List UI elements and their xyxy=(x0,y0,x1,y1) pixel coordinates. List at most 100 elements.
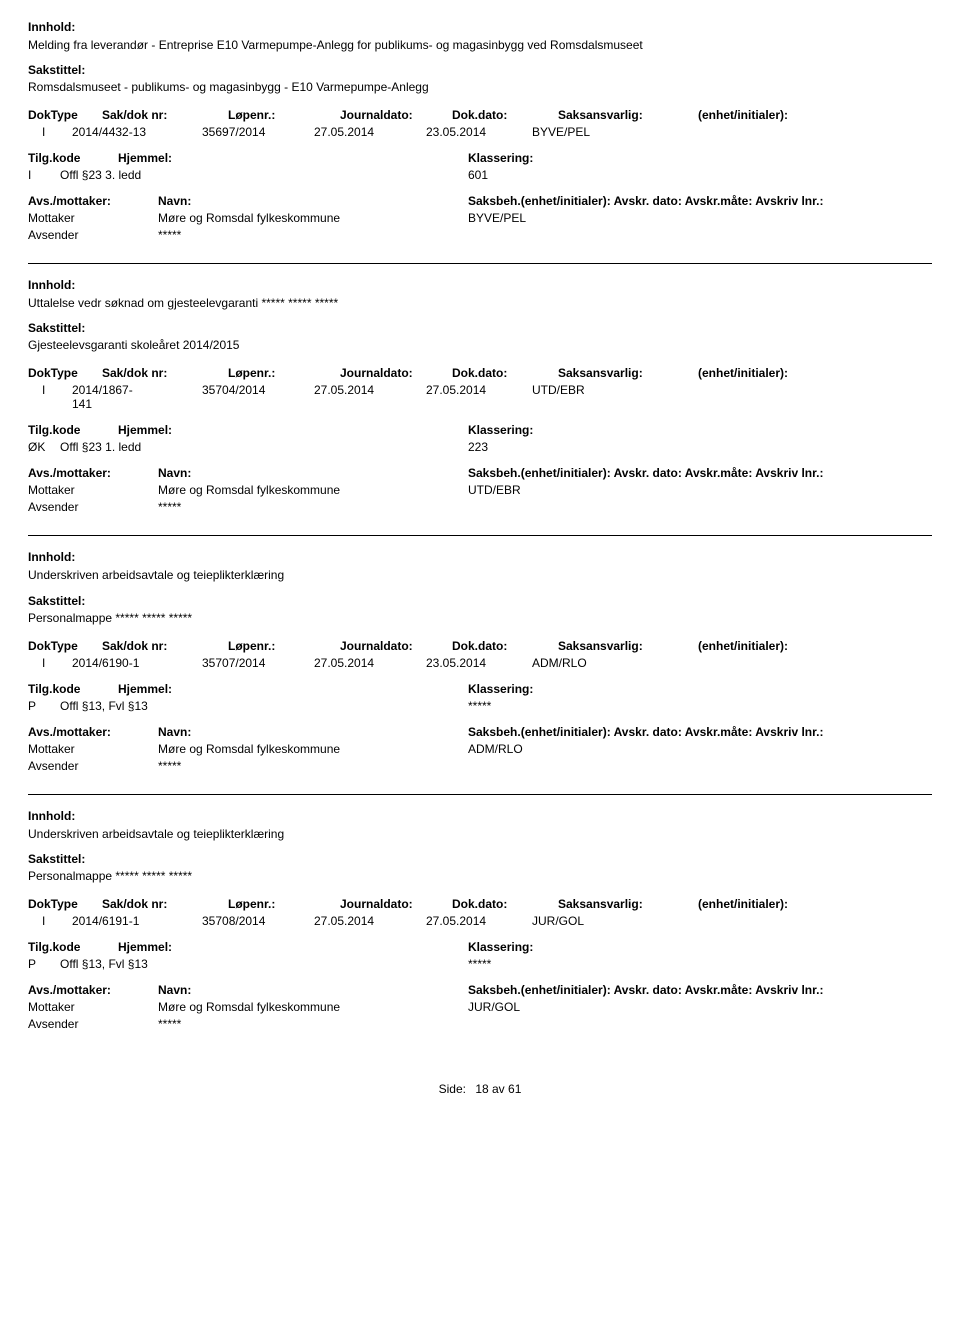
innhold-text: Underskriven arbeidsavtale og teieplikte… xyxy=(28,826,932,842)
sakstittel-text: Personalmappe ***** ***** ***** xyxy=(28,611,932,625)
sakstittel-label: Sakstittel: xyxy=(28,594,932,608)
innhold-label: Innhold: xyxy=(28,809,932,823)
saksansvarlig-label: Saksansvarlig: xyxy=(558,108,698,122)
dokdato-label: Dok.dato: xyxy=(452,366,558,380)
sakdoknr-value: 2014/6190-1 xyxy=(72,656,202,670)
hjemmel-value: Offl §23 3. ledd xyxy=(60,168,468,182)
journaldato-value: 27.05.2014 xyxy=(314,914,426,928)
saksbeh-label: Saksbeh.(enhet/initialer): Avskr. dato: … xyxy=(468,983,932,997)
doktype-label: DokType xyxy=(28,639,102,653)
saksbeh-label: Saksbeh.(enhet/initialer): Avskr. dato: … xyxy=(468,725,932,739)
tilgkode-value: P xyxy=(28,957,60,971)
saksbeh-label: Saksbeh.(enhet/initialer): Avskr. dato: … xyxy=(468,466,932,480)
journal-record: Innhold: Melding fra leverandør - Entrep… xyxy=(28,20,932,264)
navn-label: Navn: xyxy=(158,466,468,480)
sakdoknr-label: Sak/dok nr: xyxy=(102,897,228,911)
avsender-row: Avsender ***** xyxy=(28,759,932,773)
sakdoknr-value: 2014/4432-13 xyxy=(72,125,202,139)
tilgkode-value: ØK xyxy=(28,440,60,454)
sakdoknr-label: Sak/dok nr: xyxy=(102,639,228,653)
meta-value-row: I 2014/6190-1 35707/2014 27.05.2014 23.0… xyxy=(28,656,932,670)
lopenr-value: 35697/2014 xyxy=(202,125,314,139)
mottaker-row: Mottaker Møre og Romsdal fylkeskommune A… xyxy=(28,742,932,756)
dokdato-label: Dok.dato: xyxy=(452,108,558,122)
tilgkode-value: I xyxy=(28,168,60,182)
klass-header-row: Tilg.kode Hjemmel: Klassering: xyxy=(28,423,932,437)
lopenr-value: 35704/2014 xyxy=(202,383,314,411)
meta-value-row: I 2014/4432-13 35697/2014 27.05.2014 23.… xyxy=(28,125,932,139)
lopenr-label: Løpenr.: xyxy=(228,108,340,122)
saksansvarlig-value: ADM/RLO xyxy=(532,656,672,670)
doktype-value: I xyxy=(28,656,72,670)
sakstittel-label: Sakstittel: xyxy=(28,852,932,866)
innhold-text: Uttalelse vedr søknad om gjesteelevgaran… xyxy=(28,295,932,311)
lopenr-value: 35708/2014 xyxy=(202,914,314,928)
meta-header-row: DokType Sak/dok nr: Løpenr.: Journaldato… xyxy=(28,108,932,122)
sakdoknr-label: Sak/dok nr: xyxy=(102,108,228,122)
journal-record: Innhold: Underskriven arbeidsavtale og t… xyxy=(28,809,932,1052)
klass-value-row: ØK Offl §23 1. ledd 223 xyxy=(28,440,932,454)
avsmottaker-header: Avs./mottaker: Navn: Saksbeh.(enhet/init… xyxy=(28,194,932,208)
navn-label: Navn: xyxy=(158,725,468,739)
sakstittel-label: Sakstittel: xyxy=(28,63,932,77)
tilgkode-label: Tilg.kode xyxy=(28,151,118,165)
doktype-label: DokType xyxy=(28,366,102,380)
avsender-label: Avsender xyxy=(28,1017,158,1031)
avsender-row: Avsender ***** xyxy=(28,228,932,242)
avsmottaker-header: Avs./mottaker: Navn: Saksbeh.(enhet/init… xyxy=(28,466,932,480)
lopenr-label: Løpenr.: xyxy=(228,366,340,380)
journaldato-value: 27.05.2014 xyxy=(314,383,426,411)
innhold-label: Innhold: xyxy=(28,20,932,34)
saksbeh-value: UTD/EBR xyxy=(468,483,521,497)
mottaker-label: Mottaker xyxy=(28,742,158,756)
avsender-navn: ***** xyxy=(158,759,468,773)
meta-header-row: DokType Sak/dok nr: Løpenr.: Journaldato… xyxy=(28,366,932,380)
hjemmel-label: Hjemmel: xyxy=(118,151,468,165)
innhold-text: Underskriven arbeidsavtale og teieplikte… xyxy=(28,567,932,583)
mottaker-label: Mottaker xyxy=(28,483,158,497)
avsmottaker-header: Avs./mottaker: Navn: Saksbeh.(enhet/init… xyxy=(28,983,932,997)
hjemmel-label: Hjemmel: xyxy=(118,940,468,954)
journal-record: Innhold: Uttalelse vedr søknad om gjeste… xyxy=(28,278,932,536)
journaldato-label: Journaldato: xyxy=(340,108,452,122)
avsender-navn: ***** xyxy=(158,228,468,242)
dokdato-value: 27.05.2014 xyxy=(426,914,532,928)
klass-value-row: P Offl §13, Fvl §13 ***** xyxy=(28,957,932,971)
mottaker-label: Mottaker xyxy=(28,1000,158,1014)
saksansvarlig-value: JUR/GOL xyxy=(532,914,672,928)
saksansvarlig-label: Saksansvarlig: xyxy=(558,639,698,653)
enhet-label: (enhet/initialer): xyxy=(698,897,932,911)
page-footer: Side: 18 av 61 xyxy=(28,1082,932,1096)
hjemmel-value: Offl §23 1. ledd xyxy=(60,440,468,454)
klass-header-row: Tilg.kode Hjemmel: Klassering: xyxy=(28,940,932,954)
hjemmel-label: Hjemmel: xyxy=(118,682,468,696)
klassering-value: ***** xyxy=(468,957,491,971)
enhet-label: (enhet/initialer): xyxy=(698,639,932,653)
dokdato-label: Dok.dato: xyxy=(452,897,558,911)
klassering-label: Klassering: xyxy=(468,151,533,165)
sakdoknr-label: Sak/dok nr: xyxy=(102,366,228,380)
klassering-value: 223 xyxy=(468,440,488,454)
meta-value-row: I 2014/6191-1 35708/2014 27.05.2014 27.0… xyxy=(28,914,932,928)
sakdoknr-value: 2014/6191-1 xyxy=(72,914,202,928)
klass-header-row: Tilg.kode Hjemmel: Klassering: xyxy=(28,151,932,165)
tilgkode-label: Tilg.kode xyxy=(28,940,118,954)
sakstittel-label: Sakstittel: xyxy=(28,321,932,335)
tilgkode-label: Tilg.kode xyxy=(28,682,118,696)
sakstittel-text: Personalmappe ***** ***** ***** xyxy=(28,869,932,883)
dokdato-value: 27.05.2014 xyxy=(426,383,532,411)
dokdato-value: 23.05.2014 xyxy=(426,125,532,139)
hjemmel-label: Hjemmel: xyxy=(118,423,468,437)
avsender-label: Avsender xyxy=(28,500,158,514)
mottaker-navn: Møre og Romsdal fylkeskommune xyxy=(158,1000,468,1014)
sakdoknr-value: 2014/1867-141 xyxy=(72,383,202,411)
mottaker-row: Mottaker Møre og Romsdal fylkeskommune B… xyxy=(28,211,932,225)
klassering-label: Klassering: xyxy=(468,682,533,696)
doktype-label: DokType xyxy=(28,108,102,122)
innhold-label: Innhold: xyxy=(28,278,932,292)
journaldato-value: 27.05.2014 xyxy=(314,656,426,670)
saksbeh-value: JUR/GOL xyxy=(468,1000,520,1014)
navn-label: Navn: xyxy=(158,983,468,997)
saksansvarlig-label: Saksansvarlig: xyxy=(558,366,698,380)
doktype-value: I xyxy=(28,914,72,928)
